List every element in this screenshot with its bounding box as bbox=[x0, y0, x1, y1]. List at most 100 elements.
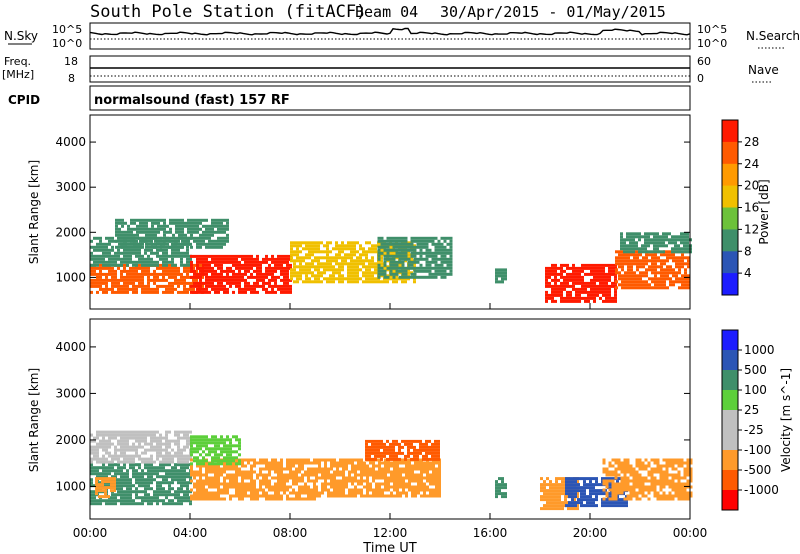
range-cell bbox=[687, 280, 690, 284]
range-cell bbox=[148, 245, 151, 249]
range-cell bbox=[589, 489, 592, 493]
freq-tick-top: 18 bbox=[64, 55, 78, 68]
range-cell bbox=[596, 290, 599, 294]
range-cell bbox=[552, 483, 555, 487]
range-cell bbox=[256, 278, 259, 282]
range-cell bbox=[313, 470, 316, 474]
range-cell bbox=[351, 467, 354, 471]
range-cell bbox=[389, 253, 392, 257]
range-cell bbox=[271, 254, 274, 258]
range-cell bbox=[350, 259, 353, 263]
range-cell bbox=[277, 485, 280, 489]
range-cell bbox=[330, 461, 333, 465]
range-cell bbox=[199, 254, 202, 258]
range-cell bbox=[353, 274, 356, 278]
range-cell bbox=[566, 278, 569, 282]
range-cell bbox=[561, 480, 564, 484]
range-cell bbox=[111, 263, 114, 267]
range-cell bbox=[410, 236, 414, 240]
range-cell bbox=[141, 451, 144, 455]
range-cell bbox=[589, 480, 592, 484]
range-cell bbox=[605, 479, 609, 483]
range-cell bbox=[220, 453, 223, 457]
range-cell bbox=[632, 250, 635, 254]
range-cell bbox=[675, 262, 678, 266]
range-cell bbox=[390, 479, 393, 483]
range-cell bbox=[620, 244, 623, 248]
range-cell bbox=[380, 256, 383, 260]
range-cell bbox=[380, 280, 383, 284]
range-cell bbox=[307, 476, 310, 480]
range-cell bbox=[596, 269, 599, 273]
range-cell bbox=[156, 260, 159, 264]
range-cell bbox=[395, 239, 399, 243]
range-cell bbox=[147, 269, 150, 273]
range-cell bbox=[314, 274, 317, 278]
range-cell bbox=[156, 487, 159, 491]
range-cell bbox=[408, 467, 411, 471]
range-cell bbox=[171, 448, 174, 452]
range-cell bbox=[296, 274, 299, 278]
range-cell bbox=[446, 236, 450, 240]
range-cell bbox=[321, 473, 324, 477]
range-cell bbox=[440, 257, 444, 261]
range-cell bbox=[180, 257, 183, 261]
range-cell bbox=[102, 463, 105, 467]
range-cell bbox=[545, 272, 548, 276]
range-cell bbox=[196, 290, 199, 294]
range-cell bbox=[95, 489, 98, 493]
range-cell bbox=[321, 458, 324, 462]
range-cell bbox=[144, 487, 147, 491]
range-cell bbox=[162, 278, 165, 282]
range-cell bbox=[589, 495, 592, 499]
range-cell bbox=[338, 253, 341, 257]
range-cell bbox=[377, 239, 381, 243]
range-cell bbox=[669, 277, 672, 281]
range-cell bbox=[280, 488, 283, 492]
range-cell bbox=[102, 472, 105, 476]
range-cell bbox=[374, 445, 377, 449]
range-cell bbox=[114, 281, 117, 285]
range-cell bbox=[639, 277, 642, 281]
range-cell bbox=[413, 251, 417, 255]
range-cell bbox=[274, 290, 277, 294]
range-cell bbox=[310, 497, 313, 501]
range-cell bbox=[150, 487, 153, 491]
range-cell bbox=[347, 262, 350, 266]
range-cell bbox=[653, 235, 656, 239]
range-cell bbox=[196, 450, 199, 454]
range-cell bbox=[307, 461, 310, 465]
range-cell bbox=[552, 495, 555, 499]
range-cell bbox=[298, 485, 301, 489]
range-cell bbox=[136, 245, 139, 249]
range-cell bbox=[345, 458, 348, 462]
range-cell bbox=[129, 457, 132, 461]
range-cell bbox=[377, 251, 381, 255]
range-cell bbox=[214, 444, 217, 448]
range-cell bbox=[422, 236, 426, 240]
range-cell bbox=[114, 463, 117, 467]
range-cell bbox=[241, 254, 244, 258]
range-cell bbox=[168, 269, 171, 273]
range-cell bbox=[383, 454, 386, 458]
range-cell bbox=[250, 491, 253, 495]
range-cell bbox=[614, 290, 617, 294]
range-cell bbox=[196, 447, 199, 451]
range-cell bbox=[130, 221, 133, 225]
range-cell bbox=[549, 501, 552, 505]
range-cell bbox=[147, 499, 150, 503]
range-cell bbox=[250, 464, 253, 468]
range-cell bbox=[365, 454, 368, 458]
range-cell bbox=[198, 263, 201, 267]
range-cell bbox=[348, 461, 351, 465]
range-cell bbox=[627, 271, 630, 275]
range-cell bbox=[636, 286, 639, 290]
range-cell bbox=[217, 281, 220, 285]
range-cell bbox=[592, 477, 595, 481]
range-cell bbox=[386, 445, 389, 449]
range-cell bbox=[277, 479, 280, 483]
range-cell bbox=[208, 266, 211, 270]
range-cell bbox=[635, 464, 639, 468]
range-cell bbox=[617, 491, 621, 495]
range-cell bbox=[666, 259, 669, 263]
